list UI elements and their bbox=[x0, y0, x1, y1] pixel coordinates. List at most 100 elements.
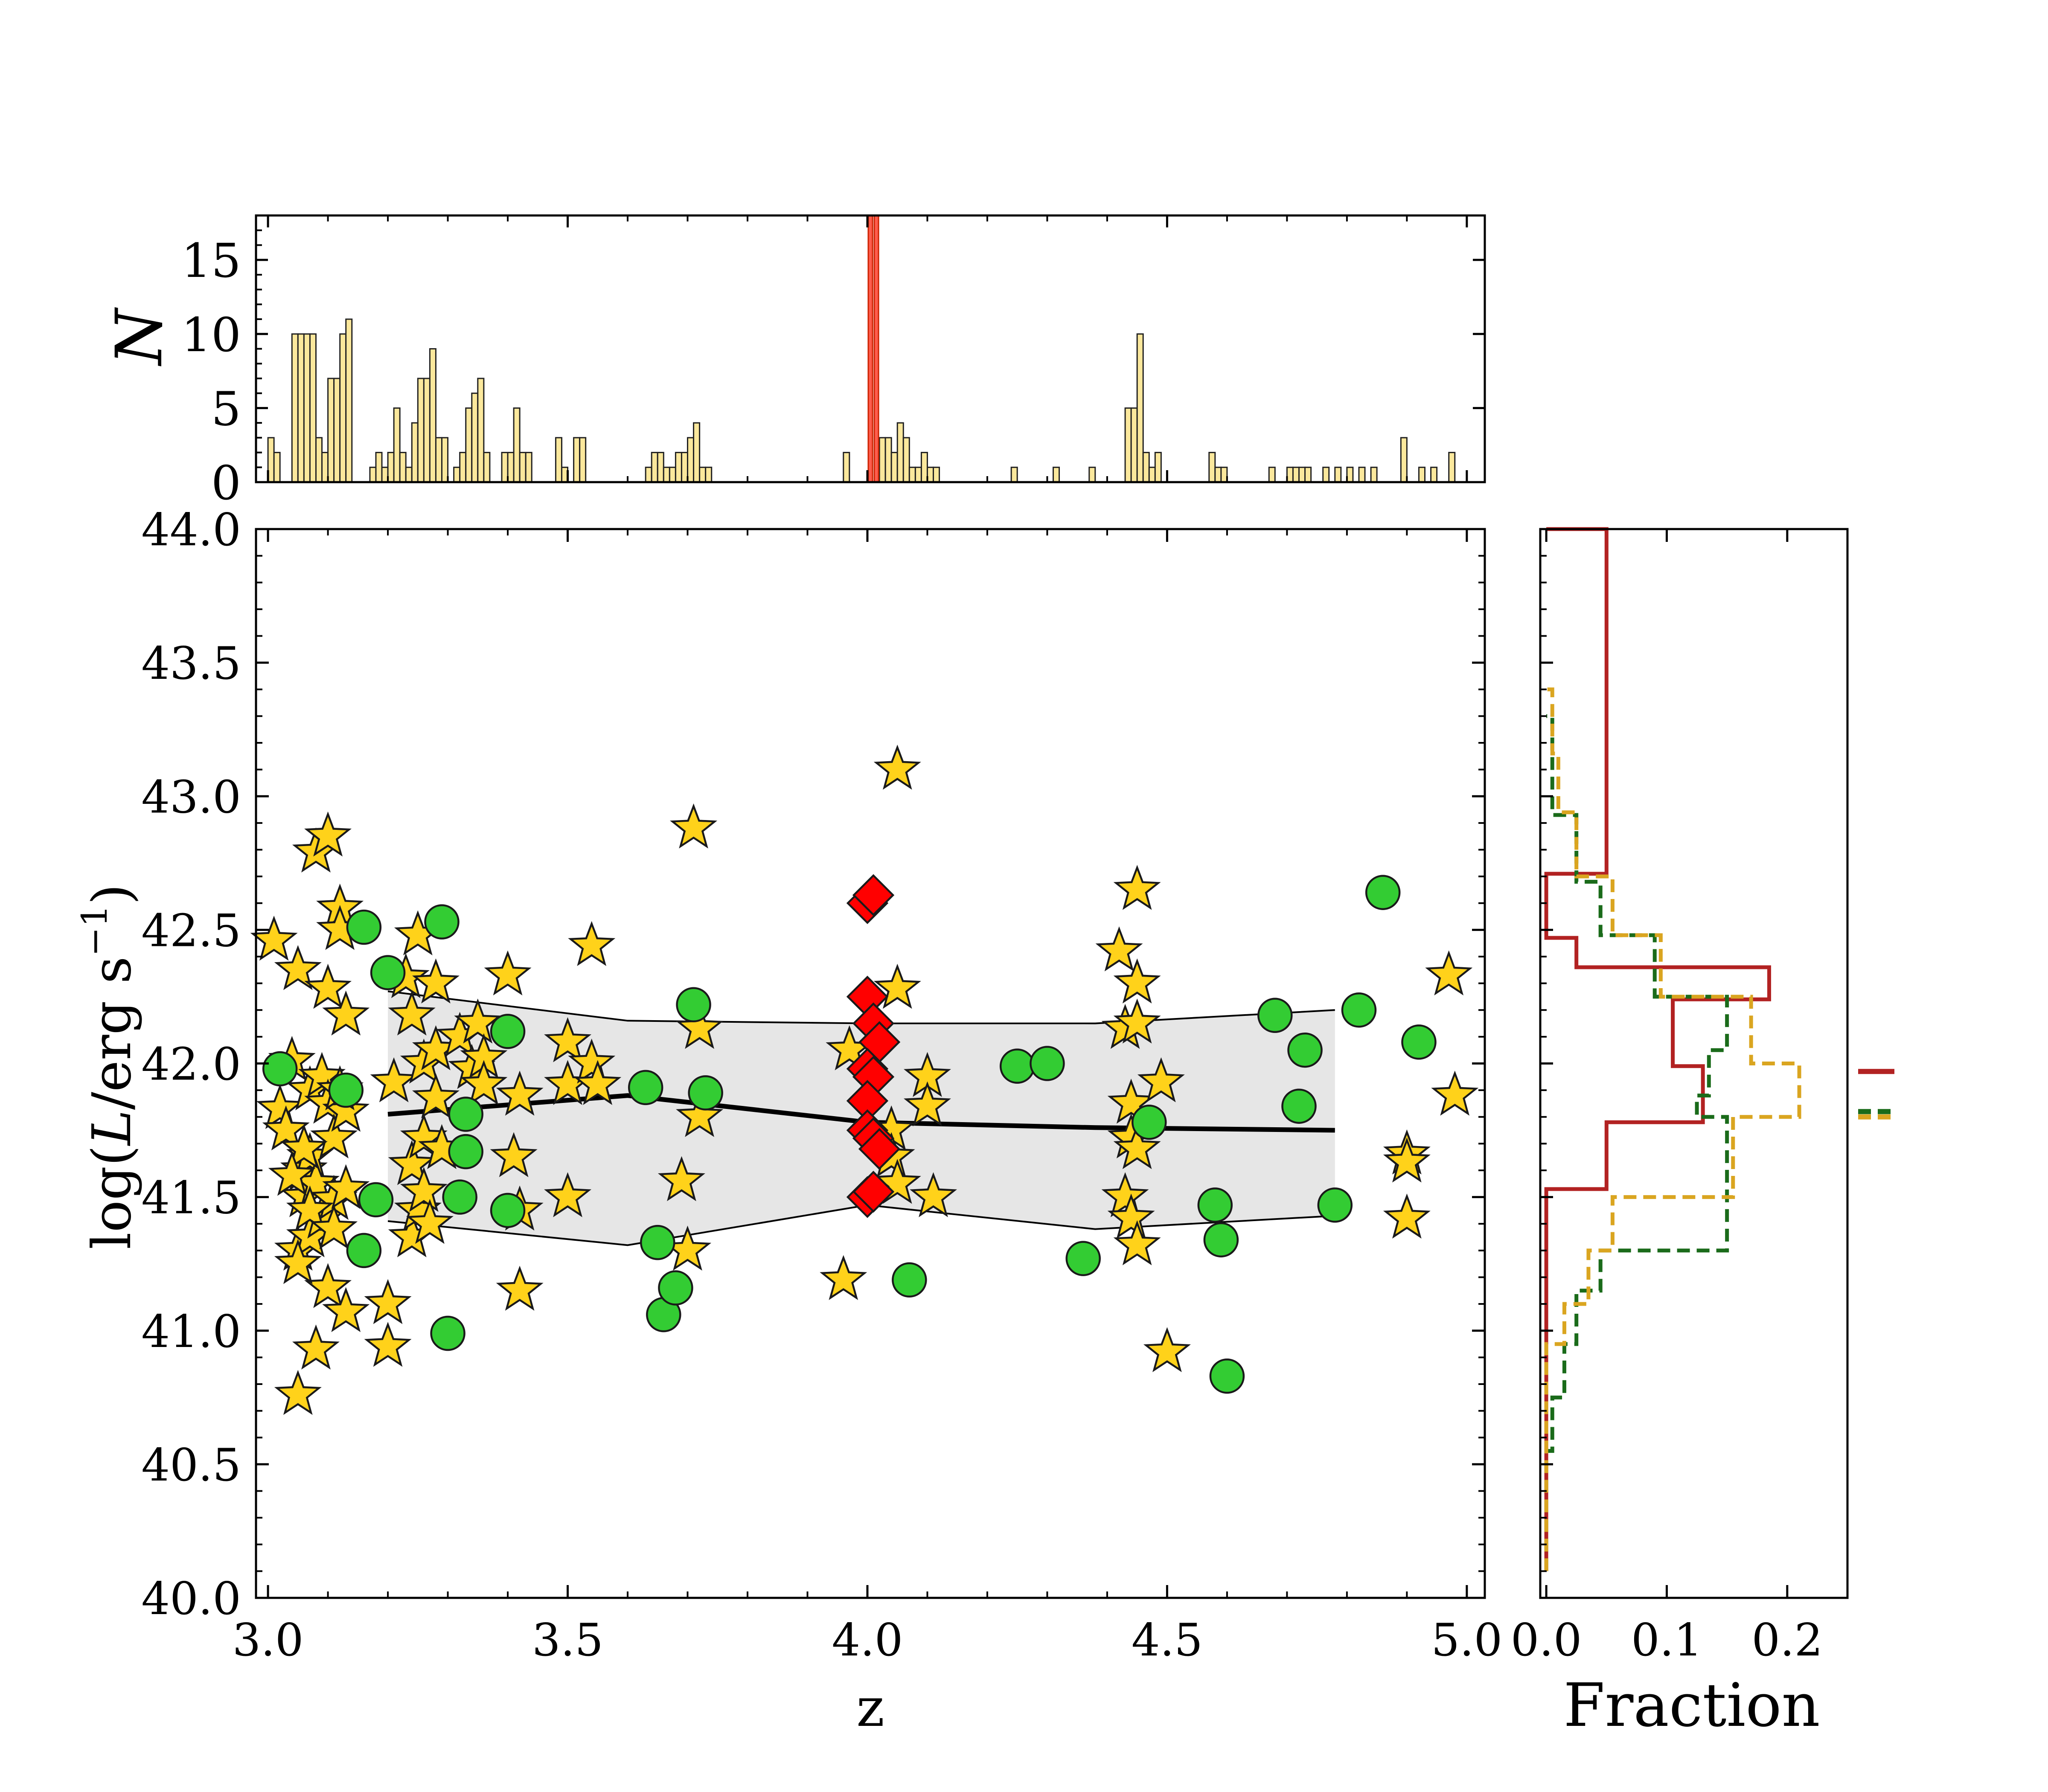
hist-bar bbox=[1346, 466, 1354, 483]
diamond-point bbox=[858, 1128, 901, 1170]
right-histogram-ticks: 0.0 0.1 0.2 bbox=[1511, 528, 1823, 1666]
circle-point bbox=[424, 904, 460, 940]
hist-bar bbox=[1334, 466, 1342, 483]
hist-bar bbox=[423, 378, 431, 483]
y-tick-label: 44.0 bbox=[141, 504, 241, 556]
top-histogram-panel: 0 5 10 15 N bbox=[102, 214, 1486, 510]
fraction-histogram-line bbox=[1544, 687, 1801, 1571]
hist-bar bbox=[579, 437, 587, 483]
hist-bar bbox=[339, 333, 347, 483]
right-histogram-lines bbox=[1544, 527, 1894, 1571]
hist-bar bbox=[896, 422, 904, 483]
hist-bar bbox=[1358, 466, 1366, 483]
circle-point bbox=[892, 1262, 927, 1298]
hist-bar bbox=[387, 452, 395, 483]
star-point bbox=[322, 1287, 370, 1332]
circle-point bbox=[430, 1315, 465, 1351]
circle-point bbox=[346, 909, 382, 945]
top-histogram-bars bbox=[267, 215, 1456, 483]
circle-point bbox=[370, 955, 406, 990]
y-tick-label: 10 bbox=[181, 308, 241, 362]
hist-bar bbox=[465, 407, 473, 483]
right-histogram-panel: 0.0 0.1 0.2 Fraction bbox=[1511, 527, 1894, 1740]
hist-bar bbox=[573, 437, 581, 483]
hist-bar bbox=[1304, 466, 1312, 483]
hist-bar bbox=[309, 333, 317, 483]
circle-point bbox=[640, 1225, 675, 1260]
hist-bar bbox=[645, 466, 652, 483]
diamond-point bbox=[852, 1170, 895, 1213]
hist-bar bbox=[1142, 452, 1150, 483]
circle-point bbox=[442, 1179, 477, 1215]
hist-bar bbox=[1448, 452, 1456, 483]
hist-bar bbox=[1418, 466, 1426, 483]
hist-bar bbox=[1010, 466, 1018, 483]
hist-bar bbox=[297, 333, 305, 483]
scatter-points bbox=[250, 745, 1479, 1415]
hist-bar bbox=[1208, 452, 1216, 483]
star-point bbox=[460, 1060, 508, 1105]
hist-bar bbox=[920, 452, 928, 483]
hist-bar bbox=[681, 452, 689, 483]
circle-point bbox=[448, 1097, 483, 1132]
hist-bar bbox=[375, 452, 383, 483]
star-point bbox=[322, 1164, 370, 1210]
hist-bar bbox=[417, 378, 425, 483]
star-point bbox=[388, 1140, 436, 1185]
circle-point bbox=[346, 1233, 382, 1268]
hist-bar bbox=[705, 466, 713, 483]
y-tick-label: 42.0 bbox=[141, 1039, 241, 1091]
star-point bbox=[676, 1004, 724, 1049]
hist-bar bbox=[1124, 407, 1132, 483]
hist-bar bbox=[321, 452, 329, 483]
circle-point bbox=[328, 1072, 364, 1108]
star-point bbox=[1113, 1220, 1161, 1265]
circle-point bbox=[448, 1134, 483, 1169]
hist-bar bbox=[411, 422, 419, 483]
star-point bbox=[364, 1279, 412, 1324]
star-point bbox=[1113, 865, 1161, 910]
hist-bar-red bbox=[873, 215, 879, 483]
star-point bbox=[873, 1158, 921, 1204]
star-point bbox=[370, 1057, 418, 1103]
y-tick-label: 42.5 bbox=[141, 905, 241, 957]
star-point bbox=[676, 1092, 724, 1137]
hist-bar bbox=[1154, 452, 1162, 483]
hist-bar bbox=[399, 452, 407, 483]
x-tick-label: 3.0 bbox=[233, 1614, 304, 1666]
hist-bar bbox=[1088, 466, 1096, 483]
star-point bbox=[406, 1199, 454, 1244]
circle-point bbox=[490, 1193, 526, 1228]
hist-bar bbox=[1268, 466, 1276, 483]
hist-bar bbox=[471, 393, 479, 483]
x-tick-label: 0.2 bbox=[1751, 1614, 1823, 1666]
star-point bbox=[412, 958, 460, 1004]
hist-bar bbox=[890, 452, 898, 483]
x-tick-label: 4.5 bbox=[1132, 1614, 1203, 1666]
star-point bbox=[250, 916, 298, 961]
star-point bbox=[873, 963, 921, 1009]
star-point bbox=[544, 1017, 592, 1062]
circle-point bbox=[999, 1048, 1035, 1084]
hist-bar bbox=[1370, 466, 1378, 483]
hist-bar bbox=[393, 407, 401, 483]
star-point bbox=[304, 1263, 352, 1308]
hist-bar bbox=[651, 452, 658, 483]
star-point bbox=[484, 950, 532, 996]
hist-bar bbox=[699, 466, 707, 483]
circle-point bbox=[1401, 1024, 1437, 1060]
fraction-histogram-line bbox=[1544, 527, 1771, 1571]
circle-point bbox=[1257, 998, 1293, 1033]
circle-point bbox=[1065, 1241, 1101, 1276]
y-tick-label: 43.5 bbox=[141, 637, 241, 689]
hist-bar bbox=[693, 422, 701, 483]
hist-bar bbox=[315, 437, 323, 483]
circle-point bbox=[1030, 1046, 1065, 1081]
fraction-histogram-line bbox=[1544, 714, 1729, 1571]
hist-bar bbox=[908, 466, 916, 483]
star-point bbox=[310, 1113, 358, 1159]
circle-point bbox=[1317, 1187, 1353, 1223]
star-point bbox=[490, 1132, 538, 1177]
x-tick-label: 0.0 bbox=[1511, 1614, 1582, 1666]
hist-bar bbox=[879, 437, 886, 483]
